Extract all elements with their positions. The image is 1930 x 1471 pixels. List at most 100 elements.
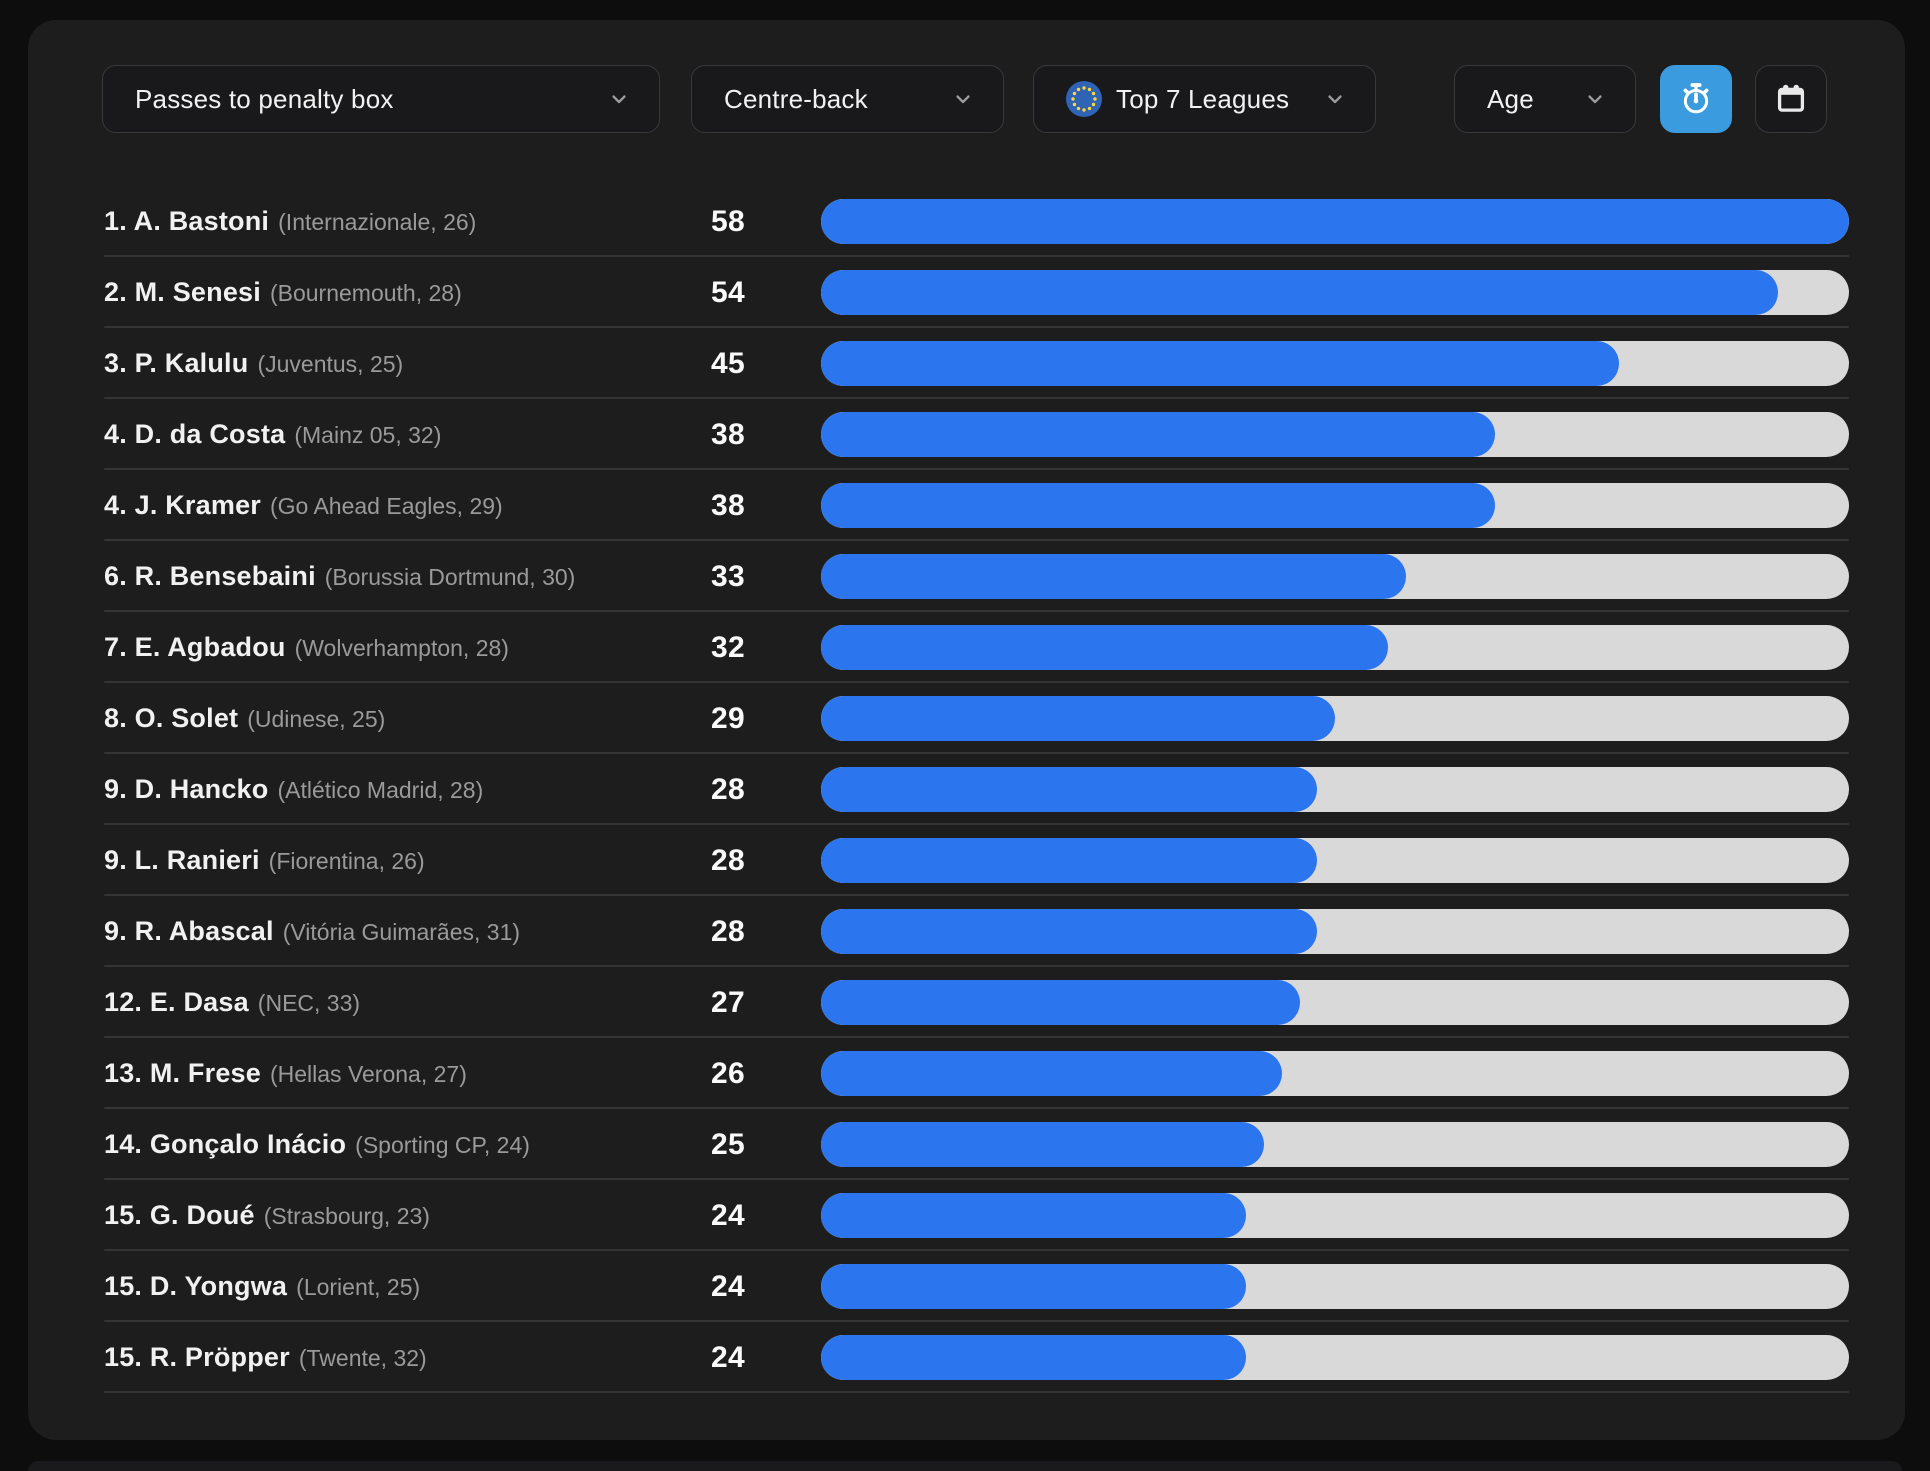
player-rank-name: 12. E. Dasa [104,987,249,1017]
player-bar-track [821,1193,1849,1238]
player-bar-track [821,199,1849,244]
calendar-icon [1773,81,1809,117]
player-bar-fill [821,767,1318,812]
player-bar-track [821,838,1849,883]
player-row[interactable]: 9. D. Hancko (Atlético Madrid, 28) 28 [90,754,1849,825]
player-value: 28 [711,843,745,877]
player-club-age: (Internazionale, 26) [278,209,477,235]
player-value: 24 [711,1340,745,1374]
player-label: 15. G. Doué (Strasbourg, 23) [90,1200,635,1231]
player-row[interactable]: 13. M. Frese (Hellas Verona, 27) 26 [90,1038,1849,1109]
date-range-button[interactable] [1755,65,1827,133]
player-row[interactable]: 6. R. Bensebaini (Borussia Dortmund, 30) … [90,541,1849,612]
player-bar-track [821,767,1849,812]
player-value: 38 [711,488,745,522]
player-rank-name: 2. M. Senesi [104,277,261,307]
player-club-age: (Juventus, 25) [257,351,404,377]
filter-bar-right-group: Age [1454,65,1827,133]
player-rank-name: 7. E. Agbadou [104,632,286,662]
eu-flag-icon [1066,81,1102,117]
player-label: 4. D. da Costa (Mainz 05, 32) [90,419,635,450]
player-bar-track [821,412,1849,457]
player-label: 9. L. Ranieri (Fiorentina, 26) [90,845,635,876]
player-row[interactable]: 15. G. Doué (Strasbourg, 23) 24 [90,1180,1849,1251]
player-bar-track [821,1051,1849,1096]
age-dropdown[interactable]: Age [1454,65,1636,133]
player-row[interactable]: 1. A. Bastoni (Internazionale, 26) 58 [90,186,1849,257]
player-row[interactable]: 9. L. Ranieri (Fiorentina, 26) 28 [90,825,1849,896]
player-bar-track [821,483,1849,528]
player-value: 58 [711,204,745,238]
player-rank-name: 9. D. Hancko [104,774,269,804]
player-label: 1. A. Bastoni (Internazionale, 26) [90,206,635,237]
player-label: 9. D. Hancko (Atlético Madrid, 28) [90,774,635,805]
player-bar-track [821,1122,1849,1167]
player-rank-name: 3. P. Kalulu [104,348,249,378]
league-dropdown-value: Top 7 Leagues [1116,83,1290,114]
player-value: 26 [711,1056,745,1090]
player-club-age: (Udinese, 25) [247,706,386,732]
player-club-age: (Twente, 32) [298,1345,427,1371]
player-bar-fill [821,412,1495,457]
player-label: 12. E. Dasa (NEC, 33) [90,987,635,1018]
player-bar-fill [821,980,1300,1025]
filter-bar: Passes to penalty box Centre-back [102,65,1827,133]
player-row[interactable]: 4. D. da Costa (Mainz 05, 32) 38 [90,399,1849,470]
player-rank-name: 6. R. Bensebaini [104,561,316,591]
player-rank-name: 8. O. Solet [104,703,239,733]
stat-dropdown[interactable]: Passes to penalty box [102,65,660,133]
player-bar-fill [821,1193,1247,1238]
position-dropdown-value: Centre-back [724,83,868,114]
position-dropdown[interactable]: Centre-back [691,65,1004,133]
player-bar-fill [821,554,1406,599]
player-row[interactable]: 9. R. Abascal (Vitória Guimarães, 31) 28 [90,896,1849,967]
player-club-age: (Strasbourg, 23) [263,1203,430,1229]
chevron-down-icon [1323,87,1347,111]
age-dropdown-value: Age [1487,83,1534,114]
player-value: 38 [711,417,745,451]
player-club-age: (Lorient, 25) [296,1274,421,1300]
player-club-age: (Go Ahead Eagles, 29) [270,493,503,519]
player-club-age: (Bournemouth, 28) [269,280,462,306]
player-rank-name: 4. D. da Costa [104,419,286,449]
leaderboard-card: Passes to penalty box Centre-back [28,20,1905,1440]
player-row[interactable]: 15. R. Pröpper (Twente, 32) 24 [90,1322,1849,1393]
player-list: 1. A. Bastoni (Internazionale, 26) 58 2. … [90,186,1849,1393]
player-row[interactable]: 2. M. Senesi (Bournemouth, 28) 54 [90,257,1849,328]
league-dropdown[interactable]: Top 7 Leagues [1033,65,1376,133]
player-bar-track [821,696,1849,741]
player-row[interactable]: 7. E. Agbadou (Wolverhampton, 28) 32 [90,612,1849,683]
player-rank-name: 14. Gonçalo Inácio [104,1129,347,1159]
player-bar-fill [821,696,1335,741]
player-bar-fill [821,483,1495,528]
player-bar-fill [821,270,1779,315]
player-label: 13. M. Frese (Hellas Verona, 27) [90,1058,635,1089]
player-bar-fill [821,1122,1265,1167]
player-bar-track [821,1335,1849,1380]
player-bar-track [821,980,1849,1025]
per90-toggle-button[interactable] [1660,65,1732,133]
player-label: 15. R. Pröpper (Twente, 32) [90,1342,635,1373]
player-value: 24 [711,1269,745,1303]
player-label: 14. Gonçalo Inácio (Sporting CP, 24) [90,1129,635,1160]
player-club-age: (Borussia Dortmund, 30) [324,564,576,590]
player-label: 15. D. Yongwa (Lorient, 25) [90,1271,635,1302]
player-row[interactable]: 3. P. Kalulu (Juventus, 25) 45 [90,328,1849,399]
player-value: 27 [711,985,745,1019]
player-bar-track [821,1264,1849,1309]
player-value: 54 [711,275,745,309]
player-bar-track [821,554,1849,599]
player-club-age: (Atlético Madrid, 28) [277,777,484,803]
player-value: 24 [711,1198,745,1232]
player-row[interactable]: 14. Gonçalo Inácio (Sporting CP, 24) 25 [90,1109,1849,1180]
player-row[interactable]: 8. O. Solet (Udinese, 25) 29 [90,683,1849,754]
player-label: 9. R. Abascal (Vitória Guimarães, 31) [90,916,635,947]
player-row[interactable]: 12. E. Dasa (NEC, 33) 27 [90,967,1849,1038]
player-row[interactable]: 15. D. Yongwa (Lorient, 25) 24 [90,1251,1849,1322]
player-row[interactable]: 4. J. Kramer (Go Ahead Eagles, 29) 38 [90,470,1849,541]
player-value: 32 [711,630,745,664]
player-club-age: (Mainz 05, 32) [294,422,442,448]
player-club-age: (Vitória Guimarães, 31) [282,919,521,945]
player-bar-track [821,909,1849,954]
player-bar-fill [821,838,1318,883]
